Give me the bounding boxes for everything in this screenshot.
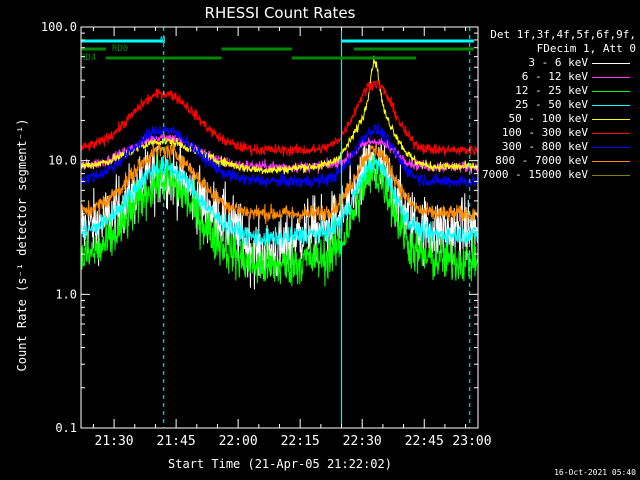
legend-swatch: [592, 119, 630, 120]
legend-entry: 50 - 100 keV: [470, 112, 636, 126]
legend-swatch: [592, 105, 630, 106]
legend-swatch: [592, 133, 630, 134]
legend-entry: 300 - 800 keV: [470, 140, 636, 154]
series-line-4: [81, 55, 478, 175]
legend-label: 50 - 100 keV: [508, 112, 588, 125]
legend-label: 6 - 12 keV: [521, 70, 588, 83]
x-tick-label-2: 22:00: [219, 434, 258, 449]
legend-header-decimation: FDecim 1, Att 0: [536, 42, 636, 55]
legend-entry: 800 - 7000 keV: [470, 154, 636, 168]
legend-label: 3 - 6 keV: [528, 56, 588, 69]
legend-swatch: [592, 161, 630, 162]
legend-label: 12 - 25 keV: [515, 84, 588, 97]
legend-entry: 7000 - 15000 keV: [470, 168, 636, 182]
series-line-3: [81, 153, 478, 248]
legend-label: 300 - 800 keV: [501, 140, 588, 153]
series-line-2: [81, 150, 478, 287]
x-tick-label-3: 22:15: [281, 434, 320, 449]
series-group: [81, 55, 478, 290]
flag-label-0: N: [160, 36, 165, 46]
legend-entry: 100 - 300 keV: [470, 126, 636, 140]
flag-label-1: RD0: [112, 44, 128, 54]
y-tick-label-2: 10.0: [48, 154, 77, 168]
legend-swatch: [592, 147, 630, 148]
x-tick-label-5: 22:45: [405, 434, 444, 449]
legend-swatch: [592, 91, 630, 92]
series-line-6: [81, 123, 478, 189]
x-tick-label-6: 23:00: [452, 434, 491, 449]
x-tick-label-0: 21:30: [95, 434, 134, 449]
legend-entry: 25 - 50 keV: [470, 98, 636, 112]
x-tick-label-4: 22:30: [343, 434, 382, 449]
flag-label-2: RD4: [80, 53, 96, 63]
legend-label: 800 - 7000 keV: [495, 154, 588, 167]
series-line-7: [81, 143, 478, 225]
footer-timestamp: 16-Oct-2021 05:40: [554, 468, 636, 477]
y-tick-label-1: 1.0: [55, 287, 77, 301]
legend-label: 25 - 50 keV: [515, 98, 588, 111]
plot-area: N RD0 RD4 0.1 1.0 10.0 100.0 21:30 21:45 22:00 22:…: [41, 20, 492, 449]
y-axis-label: Count Rate (s⁻¹ detector segment⁻¹): [15, 119, 29, 372]
legend-header-detectors: Det 1f,3f,4f,5f,6f,9f,: [490, 28, 636, 41]
legend-swatch: [592, 175, 630, 176]
y-tick-label-0: 0.1: [55, 421, 77, 435]
legend-swatch: [592, 63, 630, 64]
y-ticks: [81, 32, 478, 429]
x-tick-label-1: 21:45: [157, 434, 196, 449]
legend-entry: 12 - 25 keV: [470, 84, 636, 98]
legend-entry: 6 - 12 keV: [470, 70, 636, 84]
x-axis-label: Start Time (21-Apr-05 21:22:02): [168, 457, 392, 471]
legend-label: 100 - 300 keV: [501, 126, 588, 139]
y-tick-label-3: 100.0: [41, 20, 77, 34]
x-ticks: [92, 27, 467, 428]
series-line-5: [81, 80, 478, 157]
chart-title: RHESSI Count Rates: [205, 4, 356, 22]
legend-swatch: [592, 77, 630, 78]
legend-label: 7000 - 15000 keV: [482, 168, 588, 181]
legend-entry: 3 - 6 keV: [470, 56, 636, 70]
legend: Det 1f,3f,4f,5f,6f,9f, FDecim 1, Att 0 3…: [470, 28, 636, 182]
